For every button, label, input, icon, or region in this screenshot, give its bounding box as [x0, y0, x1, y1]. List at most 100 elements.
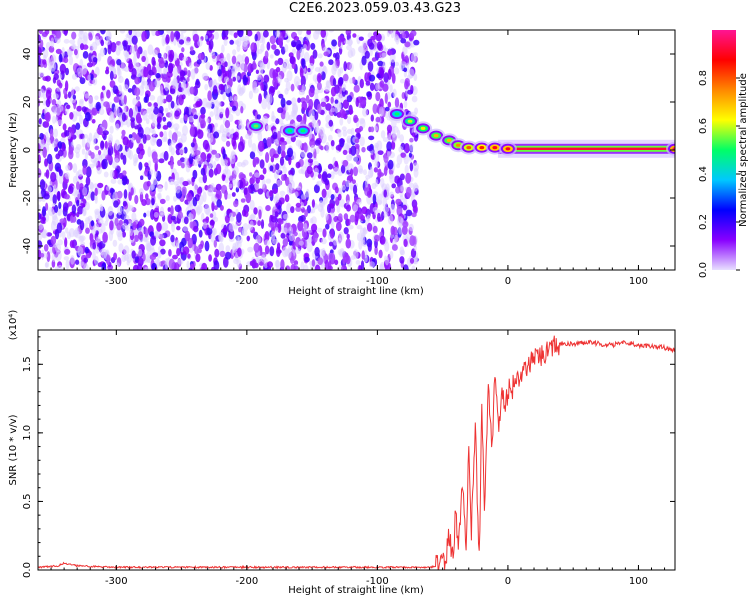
- noise-speck: [350, 168, 354, 177]
- noise-speck: [92, 250, 96, 261]
- noise-speck: [174, 110, 180, 117]
- noise-speck: [236, 161, 243, 167]
- noise-speck: [362, 226, 367, 237]
- noise-speck: [322, 228, 327, 238]
- noise-speck: [145, 193, 149, 200]
- noise-speck: [128, 134, 133, 139]
- noise-speck: [205, 208, 211, 216]
- noise-speck: [237, 30, 244, 38]
- noise-speck: [300, 75, 306, 87]
- noise-speck: [246, 30, 253, 37]
- noise-speck: [323, 51, 330, 57]
- noise-speck: [219, 250, 226, 258]
- noise-speck: [120, 61, 125, 71]
- noise-speck: [293, 260, 299, 266]
- noise-speck: [118, 243, 124, 253]
- noise-speck: [85, 253, 92, 259]
- noise-speck: [206, 102, 212, 109]
- noise-speck: [271, 44, 277, 50]
- noise-speck: [86, 62, 94, 68]
- noise-speck: [308, 98, 314, 110]
- noise-speck: [249, 199, 255, 211]
- noise-speck: [150, 136, 157, 146]
- noise-speck: [338, 264, 342, 270]
- noise-speck: [177, 211, 184, 219]
- noise-speck: [82, 165, 87, 176]
- noise-speck: [238, 123, 245, 130]
- noise-speck: [331, 218, 335, 230]
- noise-speck: [266, 124, 272, 131]
- noise-speck: [186, 192, 193, 202]
- noise-speck: [379, 98, 384, 110]
- noise-speck: [62, 231, 66, 241]
- noise-speck: [109, 70, 114, 81]
- noise-speck: [359, 136, 365, 147]
- noise-speck: [373, 125, 378, 132]
- noise-speck: [315, 146, 320, 155]
- noise-speck: [96, 126, 103, 135]
- noise-speck: [224, 189, 228, 200]
- noise-speck: [288, 170, 293, 176]
- noise-speck: [335, 221, 342, 232]
- noise-speck: [407, 89, 413, 95]
- noise-speck: [413, 167, 419, 178]
- noise-speck: [234, 40, 240, 45]
- noise-speck: [168, 249, 172, 257]
- noise-speck: [253, 242, 260, 253]
- noise-speck: [170, 147, 175, 156]
- colorbar-label: Normalized spectral amplitude: [738, 73, 749, 227]
- noise-speck: [137, 248, 143, 257]
- noise-speck: [176, 131, 182, 137]
- noise-speck: [164, 81, 169, 92]
- noise-speck: [280, 97, 286, 108]
- noise-speck: [156, 251, 162, 259]
- noise-speck: [234, 241, 239, 251]
- noise-speck: [170, 31, 175, 42]
- noise-speck: [242, 38, 248, 48]
- noise-speck: [258, 140, 265, 152]
- noise-speck: [156, 138, 163, 147]
- noise-speck: [249, 183, 255, 190]
- noise-speck: [228, 223, 235, 232]
- noise-speck: [102, 231, 108, 243]
- noise-speck: [374, 152, 380, 164]
- noise-speck: [368, 261, 375, 268]
- noise-speck: [198, 176, 204, 184]
- noise-speck: [286, 147, 294, 158]
- noise-speck: [69, 39, 76, 45]
- noise-speck: [149, 95, 156, 101]
- noise-speck: [158, 105, 164, 114]
- noise-speck: [127, 220, 134, 227]
- noise-speck: [81, 64, 88, 75]
- noise-speck: [89, 44, 94, 54]
- noise-speck: [49, 248, 53, 254]
- noise-speck: [405, 209, 413, 217]
- noise-speck: [139, 65, 145, 76]
- noise-speck: [218, 83, 225, 91]
- noise-speck: [182, 246, 190, 255]
- noise-speck: [67, 201, 73, 207]
- noise-speck: [294, 248, 301, 255]
- noise-speck: [207, 188, 213, 197]
- noise-speck: [142, 252, 146, 262]
- noise-speck: [164, 258, 168, 270]
- noise-speck: [76, 105, 82, 112]
- noise-speck: [71, 73, 78, 80]
- noise-speck: [213, 160, 217, 170]
- noise-speck: [266, 261, 273, 268]
- noise-speck: [344, 90, 348, 95]
- noise-speck: [76, 181, 80, 190]
- noise-speck: [115, 45, 121, 56]
- noise-speck: [328, 203, 335, 208]
- noise-speck: [61, 143, 66, 152]
- noise-speck: [40, 216, 46, 224]
- colorbar-tick-label: 0.4: [698, 166, 709, 182]
- noise-speck: [158, 158, 165, 164]
- noise-speck: [155, 72, 161, 79]
- noise-speck: [279, 156, 285, 166]
- noise-speck: [54, 228, 60, 240]
- noise-speck: [234, 131, 239, 138]
- noise-speck: [58, 201, 62, 210]
- noise-speck: [151, 129, 156, 137]
- noise-speck: [123, 95, 127, 105]
